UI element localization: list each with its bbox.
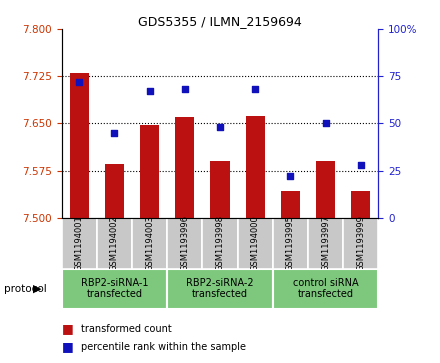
- Bar: [273, 269, 378, 309]
- Point: [181, 86, 188, 92]
- Bar: [105, 164, 124, 218]
- Bar: [210, 161, 230, 218]
- Bar: [316, 161, 335, 218]
- Text: GSM1194000: GSM1194000: [251, 215, 260, 271]
- Bar: [246, 116, 265, 218]
- Bar: [140, 125, 159, 218]
- Text: percentile rank within the sample: percentile rank within the sample: [81, 342, 246, 352]
- Text: GSM1193998: GSM1193998: [216, 215, 224, 271]
- Bar: [167, 218, 202, 269]
- Point: [252, 86, 259, 92]
- Text: ▶: ▶: [33, 284, 42, 294]
- Bar: [343, 218, 378, 269]
- Text: GSM1193995: GSM1193995: [286, 215, 295, 271]
- Text: RBP2-siRNA-1
transfected: RBP2-siRNA-1 transfected: [81, 278, 148, 299]
- Text: transformed count: transformed count: [81, 323, 172, 334]
- Bar: [175, 117, 194, 218]
- Text: GSM1194003: GSM1194003: [145, 215, 154, 271]
- Bar: [281, 191, 300, 218]
- Title: GDS5355 / ILMN_2159694: GDS5355 / ILMN_2159694: [138, 15, 302, 28]
- Bar: [202, 218, 238, 269]
- Text: GSM1193997: GSM1193997: [321, 215, 330, 271]
- Text: GSM1193999: GSM1193999: [356, 215, 365, 271]
- Point: [322, 121, 329, 126]
- Text: GSM1194002: GSM1194002: [110, 215, 119, 271]
- Point: [357, 162, 364, 168]
- Text: GSM1194001: GSM1194001: [75, 215, 84, 271]
- Point: [111, 130, 118, 136]
- Bar: [70, 73, 89, 218]
- Bar: [62, 269, 167, 309]
- Text: RBP2-siRNA-2
transfected: RBP2-siRNA-2 transfected: [186, 278, 254, 299]
- Bar: [167, 269, 273, 309]
- Bar: [132, 218, 167, 269]
- Point: [216, 124, 224, 130]
- Point: [146, 89, 153, 94]
- Bar: [308, 218, 343, 269]
- Bar: [238, 218, 273, 269]
- Bar: [351, 191, 370, 218]
- Bar: [273, 218, 308, 269]
- Point: [76, 79, 83, 85]
- Point: [287, 174, 294, 179]
- Text: control siRNA
transfected: control siRNA transfected: [293, 278, 359, 299]
- Bar: [97, 218, 132, 269]
- Text: protocol: protocol: [4, 284, 47, 294]
- Text: GSM1193996: GSM1193996: [180, 215, 189, 271]
- Text: ■: ■: [62, 340, 73, 353]
- Bar: [62, 218, 97, 269]
- Text: ■: ■: [62, 322, 73, 335]
